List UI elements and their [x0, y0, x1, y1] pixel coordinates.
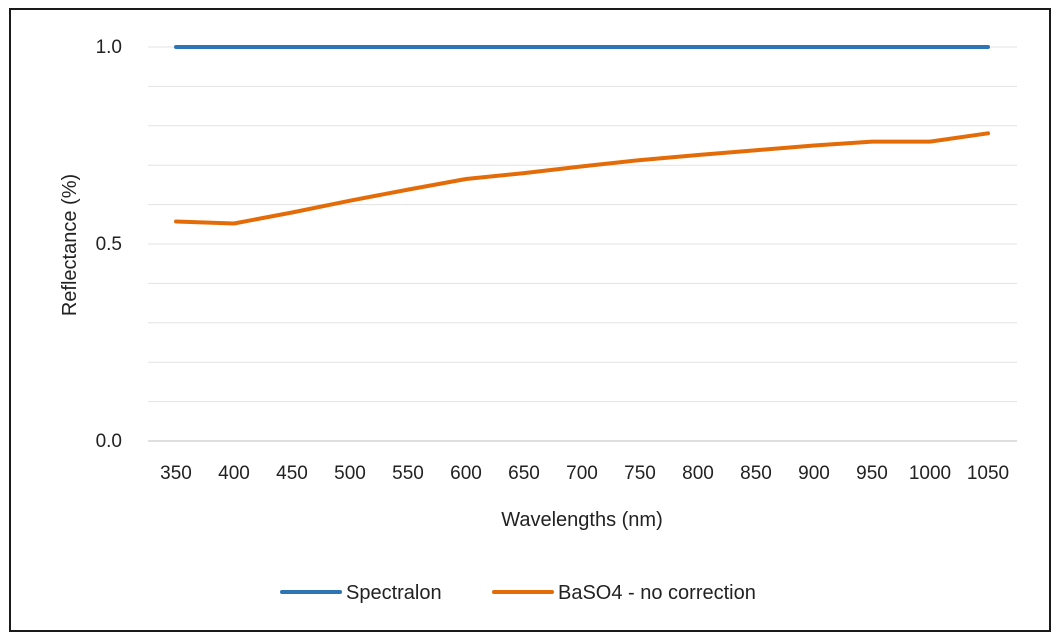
x-tick-label: 900 [798, 463, 830, 484]
y-tick-label: 1.0 [96, 37, 122, 58]
y-axis-title: Reflectance (%) [59, 174, 81, 316]
x-axis-ticks: 350 400 450 500 550 600 650 700 750 800 850 900 950 1… [160, 463, 1009, 484]
x-tick-label: 800 [682, 463, 714, 484]
x-tick-label: 850 [740, 463, 772, 484]
legend-label: BaSO4 - no correction [558, 582, 756, 604]
x-tick-label: 350 [160, 463, 192, 484]
legend-label: Spectralon [346, 582, 442, 604]
x-tick-label: 400 [218, 463, 250, 484]
x-tick-label: 750 [624, 463, 656, 484]
x-tick-label: 600 [450, 463, 482, 484]
x-tick-label: 950 [856, 463, 888, 484]
x-tick-label: 700 [566, 463, 598, 484]
x-tick-label: 550 [392, 463, 424, 484]
series-line-baso4 [174, 131, 990, 226]
x-tick-label: 1000 [909, 463, 951, 484]
x-tick-label: 450 [276, 463, 308, 484]
gridlines [148, 46, 1017, 442]
x-tick-label: 1050 [967, 463, 1009, 484]
y-axis-ticks: 0.0 0.5 1.0 [96, 37, 122, 452]
chart-frame [9, 8, 1051, 632]
y-tick-label: 0.5 [96, 234, 122, 255]
x-tick-label: 500 [334, 463, 366, 484]
x-axis-title: Wavelengths (nm) [501, 509, 663, 531]
y-tick-label: 0.0 [96, 431, 122, 452]
series-lines [174, 45, 990, 226]
legend: Spectralon BaSO4 - no correction [280, 582, 756, 604]
x-tick-label: 650 [508, 463, 540, 484]
